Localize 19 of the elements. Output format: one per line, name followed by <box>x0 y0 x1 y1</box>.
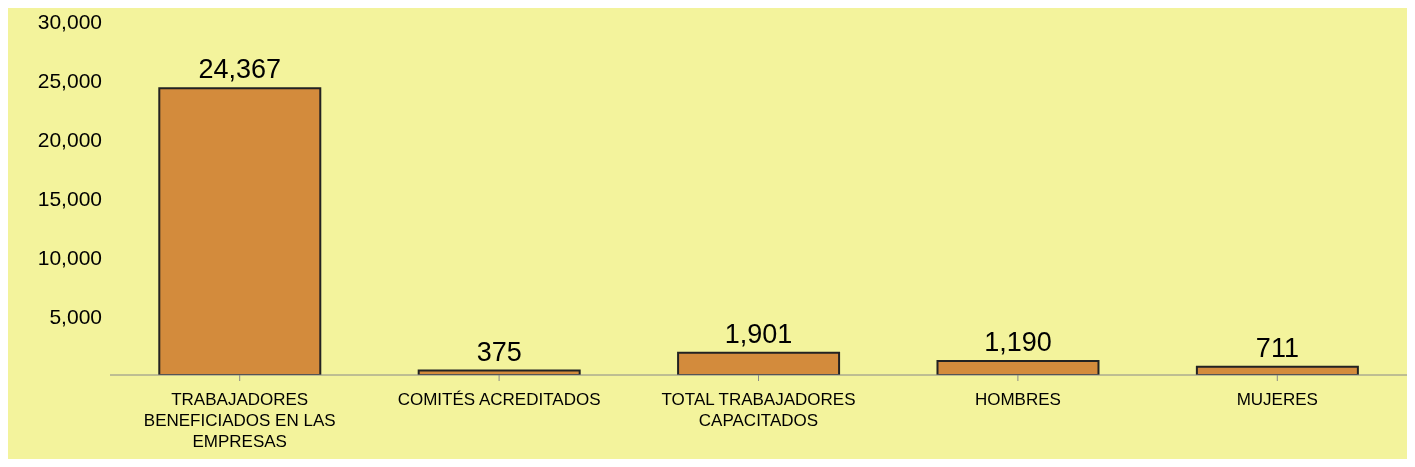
bar <box>677 351 841 375</box>
x-tick-label: TOTAL TRABAJADORES CAPACITADOS <box>661 390 856 430</box>
bar <box>936 360 1100 375</box>
data-label: 24,367 <box>198 54 282 85</box>
x-tick-label: MUJERES <box>1236 390 1318 409</box>
data-label: 375 <box>476 336 522 367</box>
data-label: 1,190 <box>984 327 1052 357</box>
y-tick-label: 25,000 <box>37 69 102 93</box>
y-tick-label: 10,000 <box>37 245 102 269</box>
x-tick-label: HOMBRES <box>974 390 1061 409</box>
y-tick-label: 20,000 <box>37 128 102 152</box>
y-tick-label: 30,000 <box>37 10 102 34</box>
x-tick-label: TRABAJADORES BENEFICIADOS EN LAS EMPRESAS <box>143 390 336 451</box>
data-label: 1,901 <box>724 318 793 349</box>
y-tick-label: 15,000 <box>37 186 102 210</box>
bar <box>158 87 322 375</box>
x-tick-label: COMITÉS ACREDITADOS <box>397 390 601 409</box>
data-label: 711 <box>1255 332 1299 363</box>
y-tick-label: 5,000 <box>49 304 102 328</box>
